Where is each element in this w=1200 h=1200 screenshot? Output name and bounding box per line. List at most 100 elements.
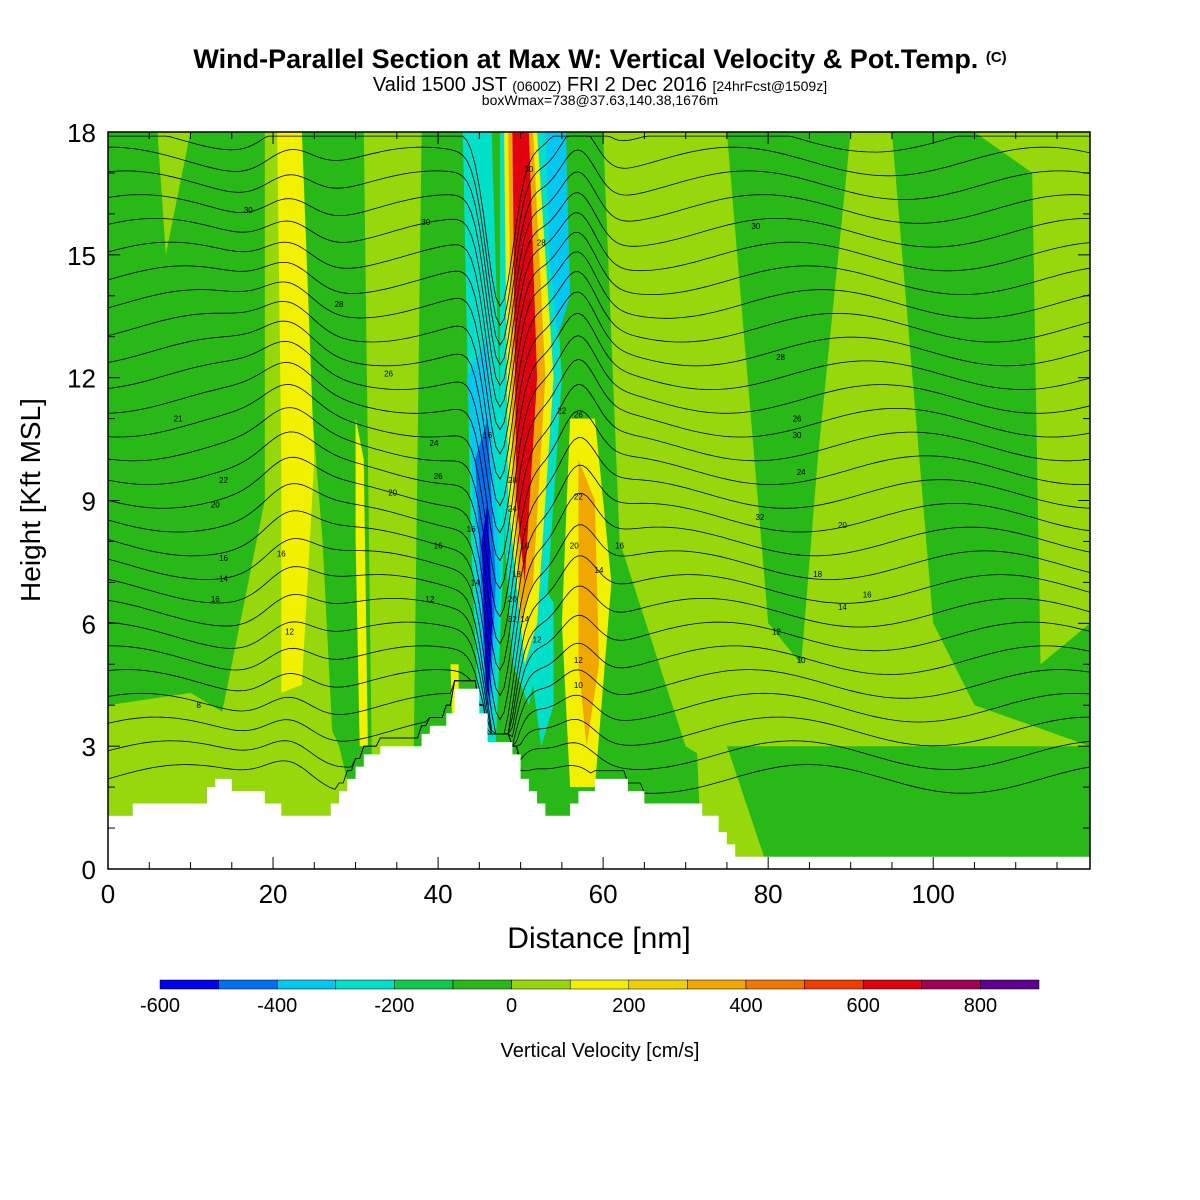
contour-label: 16 — [434, 542, 443, 551]
contour-label: 20 — [211, 501, 220, 510]
contour-label: 16 — [615, 542, 624, 551]
y-tick-label: 9 — [82, 487, 96, 517]
colorbar-swatch — [569, 979, 630, 990]
contour-label: 30 — [421, 218, 430, 227]
contour-label: 20 — [838, 521, 847, 530]
contour-label: 28 — [508, 476, 517, 485]
contour-label: 30 — [751, 222, 760, 231]
y-tick-label: 15 — [67, 241, 96, 271]
colorbar: -600 -400 -200 0 200 400 600 800 — [140, 979, 1040, 1017]
contour-label: 32 — [755, 513, 764, 522]
field-band-light — [157, 132, 191, 255]
field-band-light — [974, 132, 1090, 665]
y-tick-label: 18 — [67, 118, 96, 148]
theta-contour-line — [108, 585, 1090, 735]
field-band-west — [108, 132, 224, 706]
y-axis: 0 3 6 9 12 15 18 — [67, 118, 1090, 885]
contour-label: 16 — [211, 595, 220, 604]
field-updraft-max — [512, 132, 538, 583]
contour-label: 14 — [595, 566, 604, 575]
theta-contour-line — [108, 492, 1090, 721]
colorbar-label: Vertical Velocity [cm/s] — [501, 1040, 700, 1062]
colorbar-tick-label: -200 — [374, 995, 414, 1017]
terrain — [108, 688, 1090, 869]
colorbar-swatch — [628, 979, 688, 990]
contour-label: 26 — [574, 411, 583, 420]
colorbar-tick-label: -600 — [140, 995, 180, 1017]
colorbar-tick-label: 200 — [612, 995, 645, 1017]
contour-label: 16 — [520, 542, 529, 551]
theta-contour-line — [108, 335, 1090, 562]
field-band-green — [726, 132, 851, 665]
field-updraft — [355, 418, 368, 747]
theta-contour-line — [108, 358, 1090, 590]
theta-contour-line — [108, 680, 1090, 794]
y-axis-label: Height [Kft MSL] — [15, 398, 46, 602]
contour-label: 16 — [467, 525, 476, 534]
theta-contour-line — [108, 149, 1090, 346]
contour-label: 28 — [335, 300, 344, 309]
colorbar-swatch — [980, 979, 1040, 990]
chart-title: Wind-Parallel Section at Max W: Vertical… — [0, 44, 1200, 75]
y-tick-label: 12 — [67, 364, 96, 394]
colorbar-swatch — [218, 979, 278, 990]
colorbar-swatch — [745, 979, 805, 990]
colorbar-swatch — [335, 979, 395, 990]
contour-label: 28 — [776, 353, 785, 362]
theta-contour-line — [108, 555, 1090, 735]
field-downdraft — [533, 582, 554, 747]
field-band-green — [891, 132, 1016, 706]
field-updraft-strong — [578, 459, 599, 747]
theta-contour-line — [108, 271, 1090, 480]
theta-contour-line — [108, 464, 1090, 697]
contour-label: 30 — [524, 165, 533, 174]
theta-contour-line — [108, 669, 1090, 748]
contour-label: 26 — [434, 472, 443, 481]
theta-contour-line — [108, 135, 1090, 307]
contour-label: 12 — [533, 636, 542, 645]
theta-contour-line — [108, 212, 1090, 408]
x-tick-label: 40 — [424, 879, 453, 909]
box-wmax-info: boxWmax=738@37.63,140.38,1676m — [481, 92, 719, 108]
colorbar-swatch — [921, 979, 981, 990]
contour-label: 16 — [219, 554, 228, 563]
theta-contour-line — [108, 410, 1090, 645]
terrain-silhouette — [108, 688, 1090, 869]
contour-label: 12 — [285, 628, 294, 637]
theta-contour-line — [108, 614, 1090, 735]
chart-subtitle: Valid 1500 JST (0600Z) FRI 2 Dec 2016 [2… — [0, 74, 1200, 97]
colorbar-tick-label: 800 — [964, 995, 997, 1017]
contour-label: 18 — [512, 570, 521, 579]
theta-contour-line — [108, 312, 1090, 534]
contour-label: 12 — [772, 628, 781, 637]
colorbar-tick-label: 400 — [729, 995, 762, 1017]
contour-label: 30 — [244, 206, 253, 215]
theta-contour-line — [108, 642, 1090, 738]
colorbar-tick-label: -400 — [257, 995, 297, 1017]
field-updraft — [277, 132, 315, 693]
x-axis: 0 20 40 60 80 100 — [101, 132, 1058, 909]
contour-label: 24 — [508, 505, 517, 514]
contour-label: 22 — [219, 476, 228, 485]
theta-contour-line — [108, 383, 1090, 618]
contour-label: 16 — [277, 550, 286, 559]
contour-label: 20 — [388, 488, 397, 497]
contour-label: 14 — [471, 578, 480, 587]
contour-label: 16 — [483, 431, 492, 440]
contour-label: 26 — [384, 370, 393, 379]
contour-label: 30 — [793, 431, 802, 440]
theta-contour-line — [108, 680, 1090, 747]
contour-label: 10 — [574, 681, 583, 690]
colorbar-tick-label: 0 — [506, 995, 517, 1017]
theta-contour-line — [108, 231, 1090, 431]
contour-label: 20 — [570, 542, 579, 551]
contour-label: 28 — [537, 239, 546, 248]
theta-contour-line — [108, 192, 1090, 387]
colorbar-swatch — [159, 979, 219, 990]
colorbar-swatch — [687, 979, 747, 990]
theta-contour-line — [108, 680, 1090, 770]
contour-label: 14 — [838, 603, 847, 612]
contour-label: 26 — [793, 415, 802, 424]
colorbar-tick-label: 600 — [847, 995, 880, 1017]
contour-label: 12 — [574, 656, 583, 665]
